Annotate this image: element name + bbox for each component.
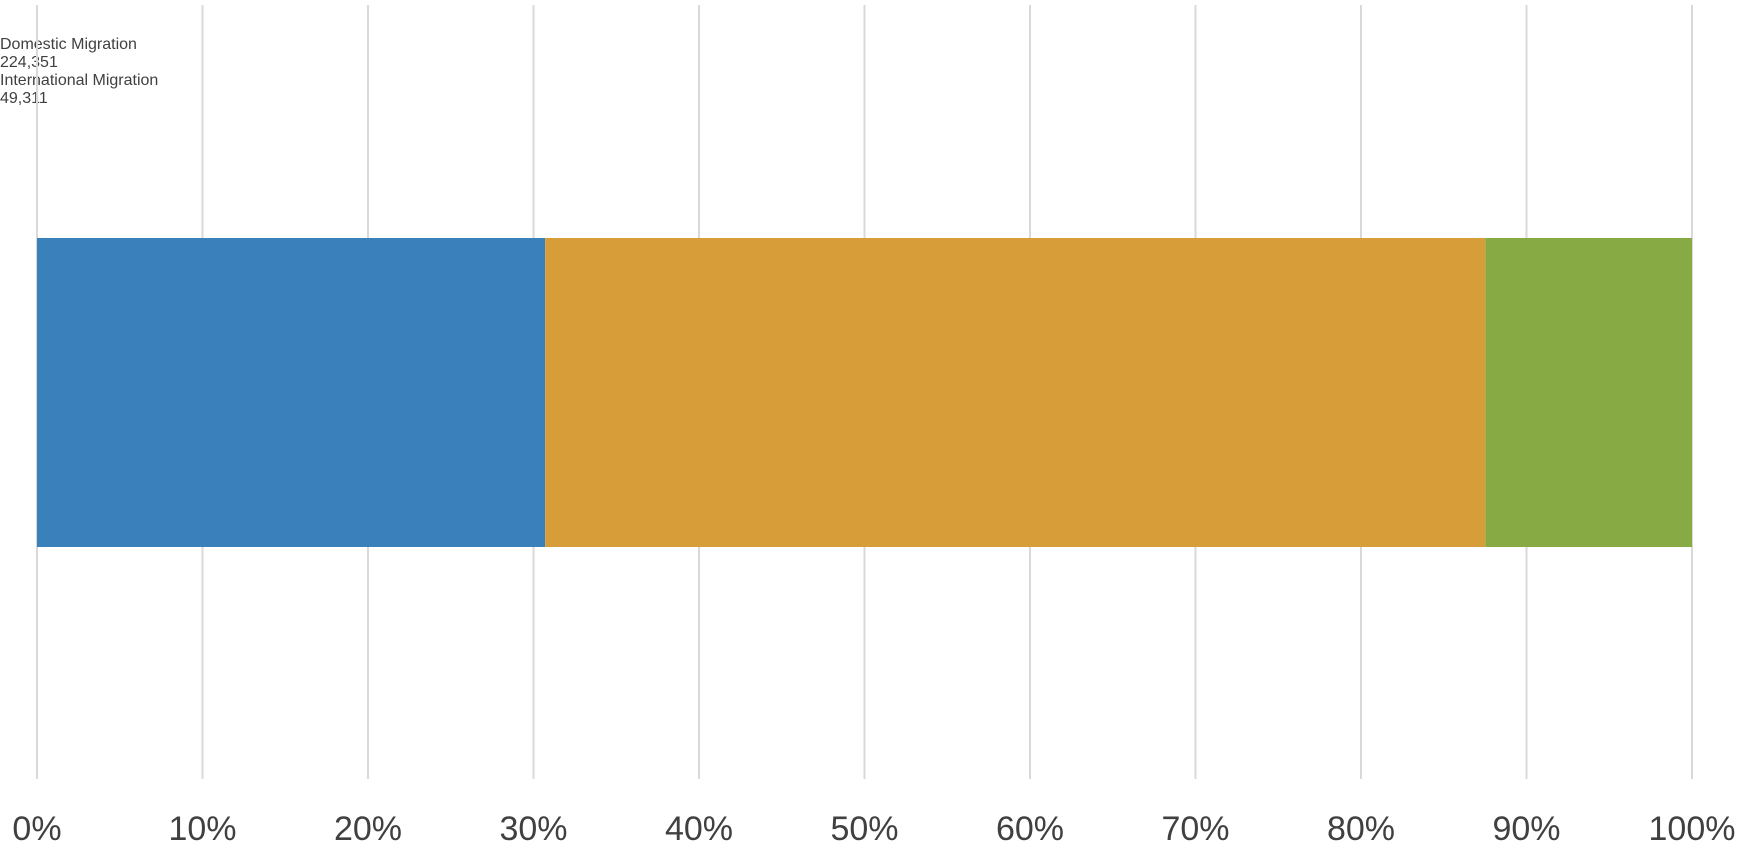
x-tick-label: 40% <box>665 810 733 848</box>
value-label: 49,311 <box>0 90 48 107</box>
bar-segment <box>37 238 546 547</box>
bar-segment <box>1485 238 1692 547</box>
x-tick-label: 90% <box>1492 810 1560 848</box>
x-tick-label: 70% <box>1161 810 1229 848</box>
series-name: Natural Increase <box>0 0 118 17</box>
value-label: 224,351 <box>0 54 58 71</box>
x-tick-label: 20% <box>334 810 402 848</box>
x-tick-label: 80% <box>1327 810 1395 848</box>
x-tick-label: 0% <box>12 810 61 848</box>
x-tick-label: 30% <box>499 810 567 848</box>
x-tick-label: 10% <box>168 810 236 848</box>
x-tick-label: 60% <box>996 810 1064 848</box>
data-label: Domestic Migration 224,351 <box>0 36 1749 72</box>
bar-segment <box>545 238 1486 547</box>
value-label: 121,257 <box>0 18 58 35</box>
x-tick-label: 100% <box>1649 810 1736 848</box>
series-name: International Migration <box>0 72 159 89</box>
data-label: Natural Increase 121,257 <box>0 0 1749 36</box>
x-tick-label: 50% <box>830 810 898 848</box>
data-label: International Migration 49,311 <box>0 72 1749 108</box>
series-name: Domestic Migration <box>0 36 137 53</box>
